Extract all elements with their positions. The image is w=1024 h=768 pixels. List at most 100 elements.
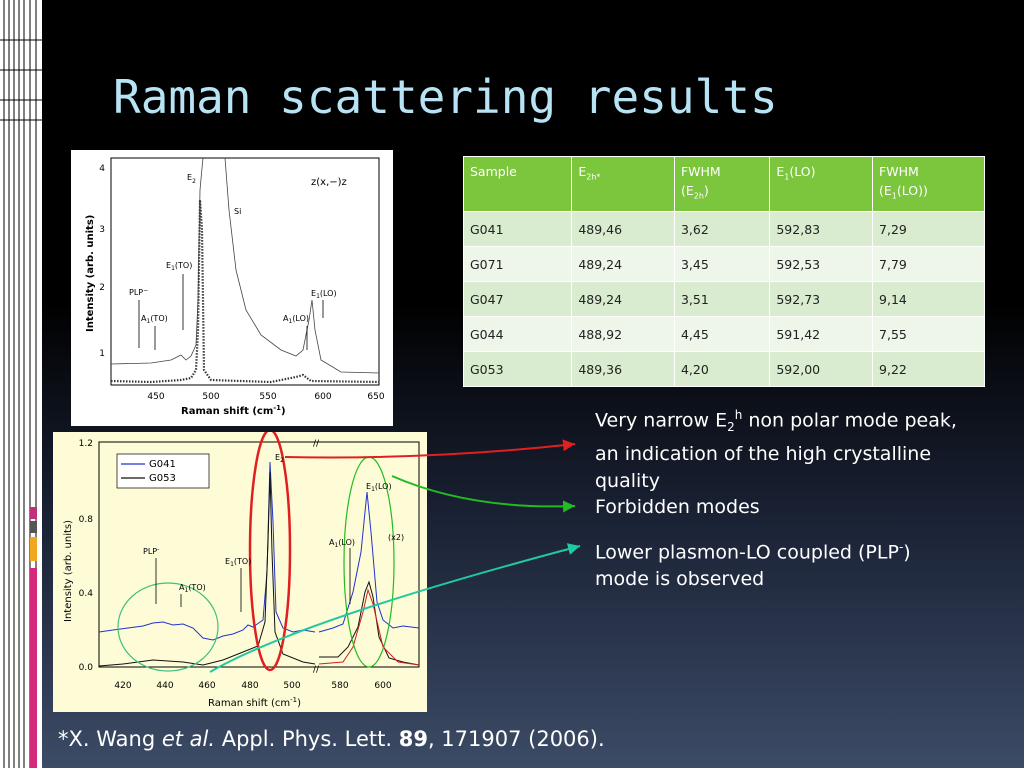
xtick-650: 650 [367, 392, 384, 402]
ytick-0: 0.0 [79, 663, 94, 673]
label-a1to: A1(TO) [179, 583, 206, 594]
legend-box [116, 453, 210, 489]
label-a1lo: A1(LO) [329, 538, 355, 549]
xtick-440: 440 [156, 681, 173, 691]
plot-frame [110, 157, 380, 386]
ytick-12: 1.2 [79, 439, 93, 449]
table-cell: 7,79 [872, 246, 985, 282]
ytick-2: 2 [99, 283, 105, 293]
ytick-08: 0.8 [79, 515, 94, 525]
plot-frame [98, 441, 420, 668]
ylabel-top: Intensity (arb. units) [85, 215, 96, 332]
xtick-450: 450 [147, 392, 164, 402]
table-cell: 3,45 [673, 246, 771, 282]
table-cell: G044 [462, 316, 573, 352]
table-cell: 488,92 [571, 316, 675, 352]
label-plp: PLP- [143, 546, 159, 556]
ytick-3: 3 [99, 225, 105, 235]
label-geometry: z(x,−)z [311, 177, 347, 188]
trace-g053 [98, 471, 420, 667]
table-cell: 3,51 [673, 281, 771, 317]
label-si: Si [234, 207, 241, 216]
slide-title: Raman scattering results [113, 70, 778, 124]
xtick-500: 500 [283, 681, 300, 691]
trace-fit [318, 588, 420, 666]
ytick-4: 4 [99, 164, 105, 174]
label-a1to: A1(TO) [141, 314, 168, 325]
raman-spectrum-figure-bottom: 0.0 0.4 0.8 1.2 420 440 460 480 500 580 … [53, 428, 427, 712]
table-cell: 3,62 [673, 211, 771, 247]
table-header-row: Sample E2h* FWHM (E2h) E1(LO) FWHM (E1(LO)… [462, 156, 985, 212]
xtick-480: 480 [241, 681, 258, 691]
axis-break-bottom: // [313, 665, 320, 675]
xtick-500: 500 [202, 392, 219, 402]
spectrum-plot-top: 1 2 3 4 450 500 550 600 650 Raman shift … [85, 157, 385, 417]
table-cell: 489,24 [571, 246, 675, 282]
table-cell: 489,36 [571, 351, 675, 387]
raman-results-table: Sample E2h* FWHM (E2h) E1(LO) FWHM (E1(LO)… [462, 156, 985, 387]
xlabel-top: Raman shift (cm-1) [181, 404, 286, 417]
bullet-forbidden-modes: Forbidden modes [595, 496, 760, 518]
arrow-to-plp-note [209, 543, 581, 673]
table-cell: G041 [462, 211, 573, 247]
ytick-1: 1 [99, 349, 105, 359]
table-cell: 592,53 [769, 246, 874, 282]
xtick-420: 420 [114, 681, 131, 691]
spectrum-thin-trace [110, 157, 380, 374]
trace-g041 [98, 461, 420, 641]
legend-g053: G053 [149, 473, 176, 484]
table-cell: 4,45 [673, 316, 771, 352]
table-cell: 7,55 [872, 316, 985, 352]
bullet-narrow-e2h: Very narrow E2h non polar mode peak, an … [595, 408, 957, 493]
table-cell: G071 [462, 246, 573, 282]
xtick-580: 580 [331, 681, 348, 691]
label-e1lo: E1(LO) [311, 289, 337, 300]
citation-reference: *X. Wang et al. Appl. Phys. Lett. 89, 17… [58, 727, 605, 751]
table-cell: 591,42 [769, 316, 874, 352]
table-cell: 7,29 [872, 211, 985, 247]
table-row: G053 489,36 4,20 592,00 9,22 [462, 351, 985, 387]
label-x2: (x2) [388, 533, 404, 542]
legend-g041: G041 [149, 459, 176, 470]
decor-lines [0, 0, 42, 768]
label-e1lo: E1(LO) [366, 482, 392, 493]
label-e1to: E1(TO) [225, 557, 251, 568]
header-fwhm-e1lo: FWHM (E1(LO)) [872, 156, 985, 212]
table-row: G044 488,92 4,45 591,42 7,55 [462, 316, 985, 352]
spectrum-dotted-trace [110, 199, 380, 384]
label-a1lo: A1(LO) [283, 314, 309, 325]
table-cell: G047 [462, 281, 573, 317]
xtick-550: 550 [259, 392, 276, 402]
label-plp: PLP− [129, 287, 148, 297]
arrow-to-e2h-note [284, 439, 576, 459]
table-row: G071 489,24 3,45 592,53 7,79 [462, 246, 985, 282]
xlabel-bottom: Raman shift (cm-1) [208, 696, 301, 709]
raman-spectrum-figure-top: 1 2 3 4 450 500 550 600 650 Raman shift … [71, 150, 393, 426]
label-e2h: E2 [187, 173, 196, 185]
header-fwhm-e2h: FWHM (E2h) [673, 156, 771, 212]
label-e1to: E1(TO) [166, 261, 192, 272]
table-cell: 592,83 [769, 211, 874, 247]
left-decor-strip [0, 0, 42, 768]
table-cell: G053 [462, 351, 573, 387]
label-e2: E2 [275, 453, 284, 464]
header-e2h: E2h* [571, 156, 675, 212]
ytick-04: 0.4 [79, 589, 94, 599]
table-cell: 489,24 [571, 281, 675, 317]
table-cell: 489,46 [571, 211, 675, 247]
header-e1lo: E1(LO) [769, 156, 874, 212]
table-row: G041 489,46 3,62 592,83 7,29 [462, 211, 985, 247]
xtick-600: 600 [314, 392, 331, 402]
plp-highlight [117, 582, 219, 672]
header-sample: Sample [462, 156, 573, 212]
arrow-to-forbidden-note [391, 475, 576, 513]
bullet-plp-mode: Lower plasmon-LO coupled (PLP-) mode is … [595, 540, 911, 591]
xtick-460: 460 [198, 681, 215, 691]
table-cell: 9,14 [872, 281, 985, 317]
table-cell: 4,20 [673, 351, 771, 387]
axis-break-top: // [313, 439, 320, 449]
table-cell: 9,22 [872, 351, 985, 387]
xtick-600: 600 [374, 681, 391, 691]
